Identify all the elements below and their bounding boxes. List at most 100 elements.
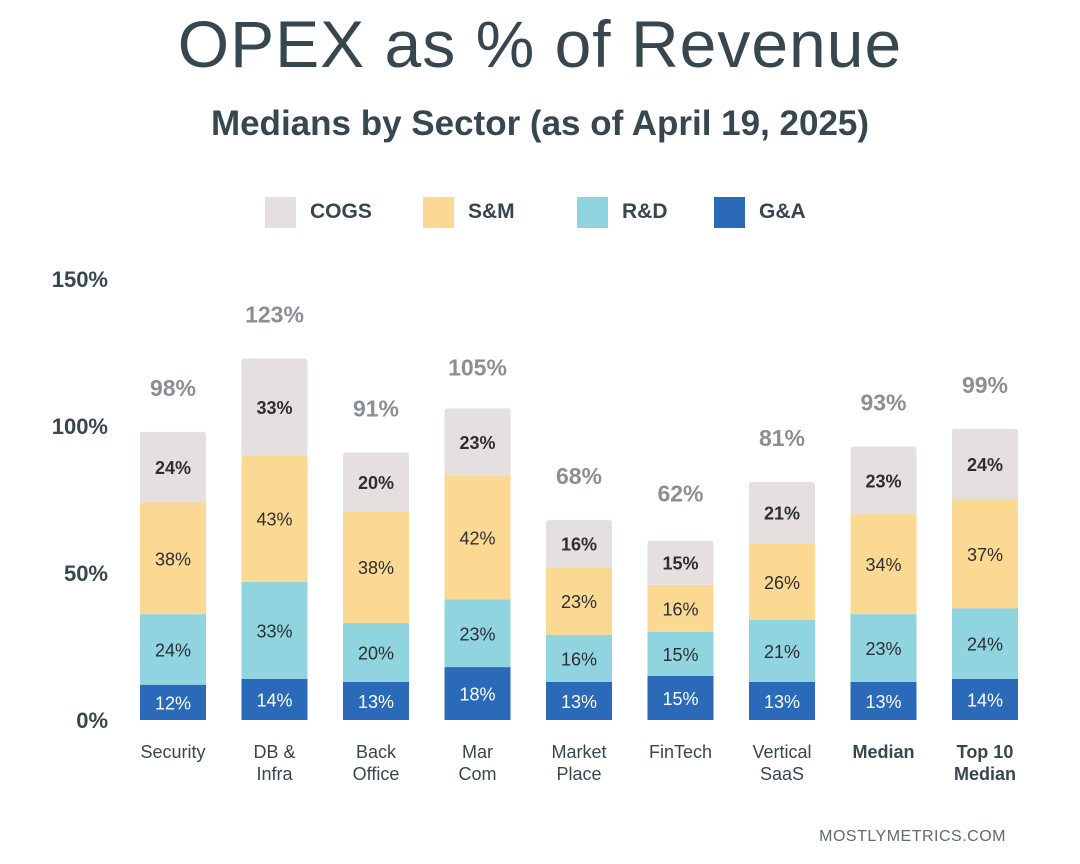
bar-segment-rd bbox=[444, 599, 511, 668]
bar-data-label-rd: 15% bbox=[662, 645, 698, 665]
x-category-label: Mar bbox=[462, 742, 493, 762]
bar-segment-cogs bbox=[952, 428, 1018, 500]
bar-data-label-sm: 37% bbox=[967, 545, 1003, 565]
bar-data-label-sm: 42% bbox=[459, 529, 495, 549]
x-category-label: Vertical bbox=[752, 742, 811, 762]
x-category-label: Top 10 bbox=[957, 742, 1014, 762]
bar-data-label-sm: 43% bbox=[256, 510, 292, 530]
bar-segment-sm bbox=[140, 502, 206, 615]
bar-segment-rd bbox=[749, 620, 815, 682]
bar-segment-ga bbox=[444, 667, 511, 720]
chart-title: OPEX as % of Revenue bbox=[177, 7, 903, 81]
bar-segment-cogs bbox=[647, 540, 714, 585]
bar-data-label-sm: 38% bbox=[155, 549, 191, 569]
bar-segment-cogs bbox=[546, 520, 612, 568]
x-category-label: SaaS bbox=[760, 764, 804, 784]
bar-data-label-rd: 23% bbox=[865, 639, 901, 659]
bar-segment-rd bbox=[241, 581, 308, 679]
legend-item-cogs: COGS bbox=[265, 196, 372, 228]
y-tick-label: 50% bbox=[64, 561, 108, 586]
bar-total-label: 68% bbox=[556, 463, 602, 489]
bar-data-label-ga: 13% bbox=[865, 692, 901, 712]
legend-swatch-rd bbox=[577, 196, 608, 228]
bar-total-label: 105% bbox=[448, 354, 507, 380]
bar-segment-ga bbox=[140, 684, 206, 720]
bar-segment-rd bbox=[140, 614, 206, 685]
bar-data-label-ga: 14% bbox=[256, 690, 292, 710]
bar-data-label-sm: 16% bbox=[662, 599, 698, 619]
bar-data-label-cogs: 21% bbox=[764, 504, 800, 524]
bar-data-label-cogs: 16% bbox=[561, 535, 597, 555]
x-category-label: DB & bbox=[253, 742, 295, 762]
legend-label-sm: S&M bbox=[468, 200, 515, 223]
bar-total-label: 91% bbox=[353, 395, 399, 421]
bar-total-label: 93% bbox=[860, 390, 906, 416]
bar-segment-cogs bbox=[343, 452, 409, 512]
bar-segment-sm bbox=[444, 475, 511, 600]
bar-data-label-ga: 13% bbox=[764, 692, 800, 712]
bar-data-label-ga: 18% bbox=[459, 685, 495, 705]
bar-data-label-sm: 34% bbox=[865, 555, 901, 575]
y-tick-label: 150% bbox=[52, 267, 108, 292]
bar-segment-rd bbox=[850, 614, 917, 682]
bar-segment-cogs bbox=[749, 481, 815, 544]
x-category-label: Security bbox=[140, 742, 205, 762]
bar-segment-cogs bbox=[140, 431, 206, 503]
legend-item-sm: S&M bbox=[423, 196, 515, 228]
bar-data-label-rd: 20% bbox=[358, 643, 394, 663]
bar-segment-ga bbox=[952, 678, 1018, 720]
x-category-label: Median bbox=[852, 742, 914, 762]
bar-data-label-ga: 15% bbox=[662, 689, 698, 709]
x-category-label: Median bbox=[954, 764, 1016, 784]
bar-data-label-rd: 24% bbox=[155, 640, 191, 660]
legend-item-rd: R&D bbox=[577, 196, 668, 228]
bar-data-label-ga: 12% bbox=[155, 693, 191, 713]
bar-segment-rd bbox=[343, 622, 409, 682]
bar-segment-ga bbox=[850, 681, 917, 720]
legend-label-cogs: COGS bbox=[310, 200, 372, 223]
bar-segment-rd bbox=[647, 631, 714, 676]
bar-segment-sm bbox=[647, 584, 714, 632]
bar-segment-rd bbox=[546, 634, 612, 682]
bar-total-label: 99% bbox=[962, 372, 1008, 398]
x-category-label: Market bbox=[551, 742, 606, 762]
bar-segment-sm bbox=[749, 543, 815, 621]
bar-data-label-cogs: 15% bbox=[662, 554, 698, 574]
bar-data-label-rd: 21% bbox=[764, 642, 800, 662]
bar-segment-ga bbox=[749, 681, 815, 720]
bar-data-label-cogs: 23% bbox=[865, 471, 901, 491]
bar-data-label-ga: 13% bbox=[358, 692, 394, 712]
bar-segment-cogs bbox=[444, 408, 511, 476]
bar-segment-rd bbox=[952, 608, 1018, 679]
bar-total-label: 62% bbox=[657, 481, 703, 507]
bar-data-label-rd: 33% bbox=[256, 621, 292, 641]
bar-total-label: 123% bbox=[245, 301, 304, 327]
bar-segment-ga bbox=[546, 681, 612, 720]
bar-segment-sm bbox=[546, 567, 612, 635]
legend-swatch-ga bbox=[714, 196, 745, 228]
bar-data-label-ga: 13% bbox=[561, 692, 597, 712]
x-category-label: Infra bbox=[256, 764, 293, 784]
bar-segment-ga bbox=[343, 681, 409, 720]
bar-data-label-ga: 14% bbox=[967, 690, 1003, 710]
legend-item-ga: G&A bbox=[714, 196, 806, 228]
bar-segment-ga bbox=[241, 678, 308, 720]
bar-segment-sm bbox=[850, 514, 917, 615]
bar-data-label-sm: 38% bbox=[358, 558, 394, 578]
y-tick-label: 0% bbox=[76, 708, 108, 733]
legend-swatch-cogs bbox=[265, 196, 296, 228]
y-tick-label: 100% bbox=[52, 414, 108, 439]
bar-total-label: 81% bbox=[759, 425, 805, 451]
bar-segment-cogs bbox=[241, 358, 308, 456]
bar-segment-ga bbox=[647, 675, 714, 720]
bar-total-label: 98% bbox=[150, 375, 196, 401]
bar-data-label-rd: 24% bbox=[967, 635, 1003, 655]
bar-data-label-cogs: 33% bbox=[256, 398, 292, 418]
x-category-label: Place bbox=[556, 764, 601, 784]
bar-data-label-cogs: 24% bbox=[155, 458, 191, 478]
bar-segment-sm bbox=[952, 499, 1018, 609]
bar-data-label-rd: 23% bbox=[459, 624, 495, 644]
legend-swatch-sm bbox=[423, 196, 454, 228]
chart-legend: COGS S&M R&D G&A bbox=[0, 196, 1080, 228]
